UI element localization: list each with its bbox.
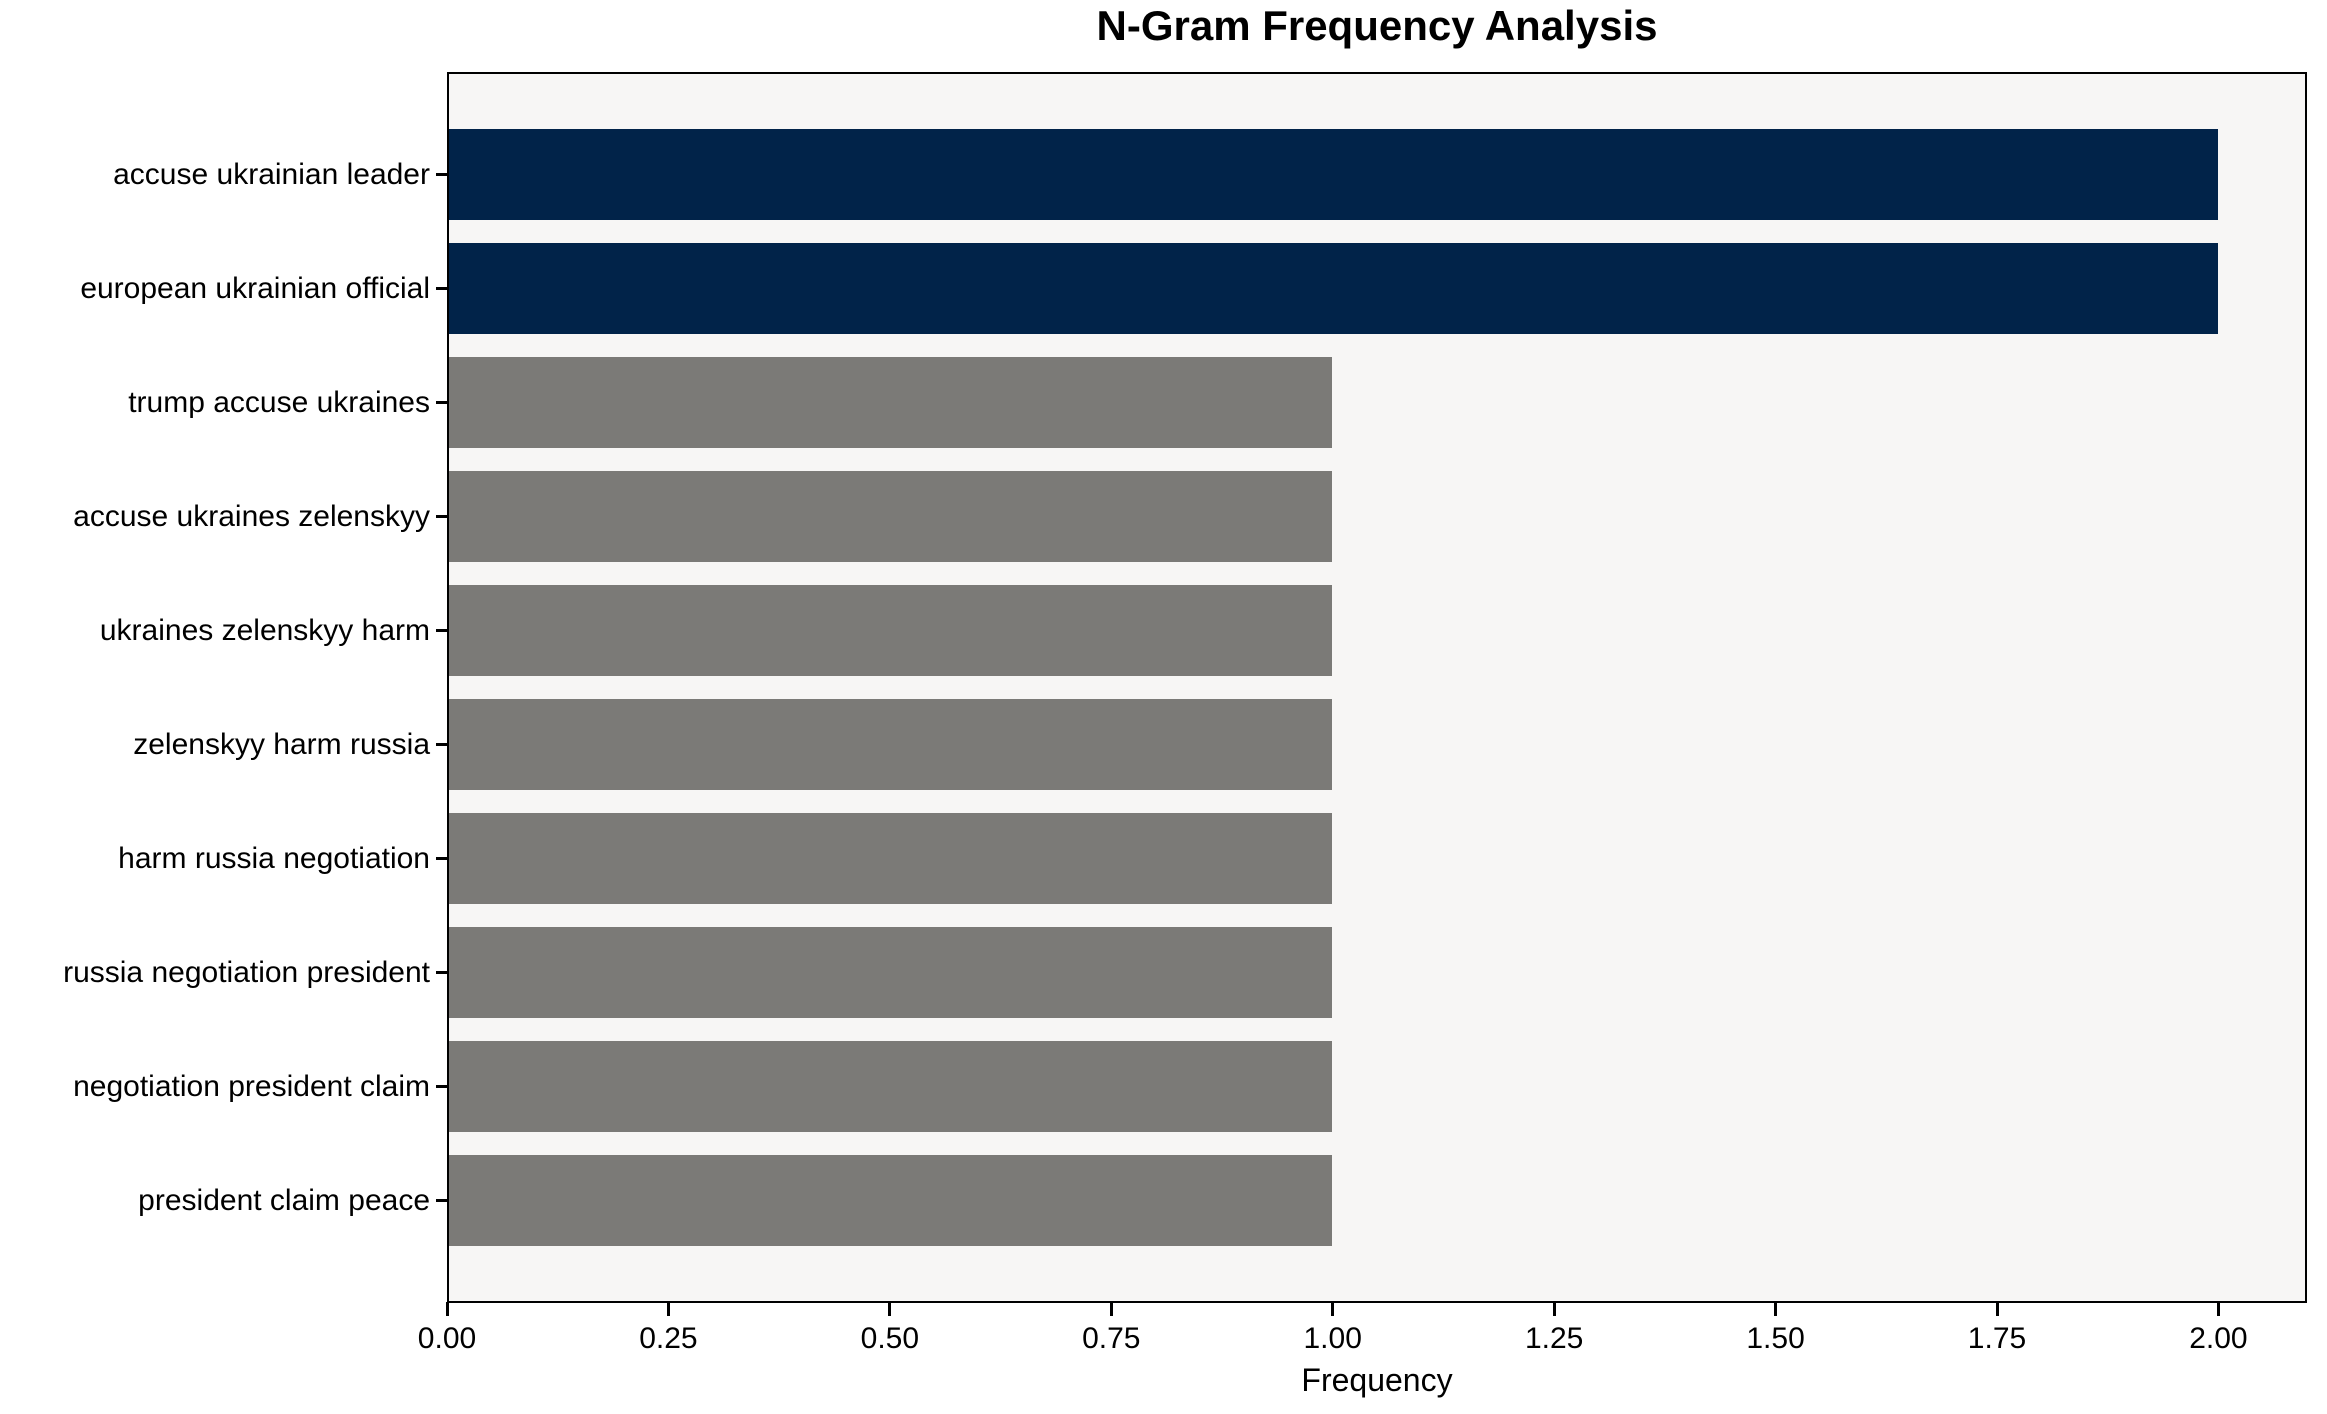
x-tick-mark <box>2216 1302 2220 1316</box>
y-tick-mark <box>436 1199 448 1202</box>
bar <box>449 926 1333 1018</box>
x-tick-label: 0.50 <box>860 1322 920 1355</box>
bar <box>449 356 1333 448</box>
bar <box>449 470 1333 562</box>
bar <box>449 1154 1333 1246</box>
x-tick-mark <box>666 1302 670 1316</box>
y-tick-mark <box>436 173 448 176</box>
y-tick-mark <box>436 515 448 518</box>
bar <box>449 812 1333 904</box>
x-tick-label: 1.75 <box>1967 1322 2027 1355</box>
y-tick-label: zelenskyy harm russia <box>133 727 430 761</box>
bar <box>449 698 1333 790</box>
bar <box>449 584 1333 676</box>
y-tick-mark <box>436 287 448 290</box>
y-tick-label: trump accuse ukraines <box>128 385 430 419</box>
y-tick-mark <box>436 1085 448 1088</box>
x-tick-label: 1.00 <box>1303 1322 1362 1355</box>
y-tick-label: accuse ukrainian leader <box>113 157 430 191</box>
x-tick-mark <box>1331 1302 1335 1316</box>
x-tick-label: 0.75 <box>1082 1322 1141 1355</box>
bar <box>449 1040 1333 1132</box>
x-tick-mark <box>1552 1302 1556 1316</box>
bar <box>449 242 2218 334</box>
x-tick-label: 0.00 <box>417 1322 477 1355</box>
x-tick-label: 2.00 <box>2189 1322 2248 1355</box>
x-tick-mark <box>1995 1302 1999 1316</box>
y-tick-label: negotiation president claim <box>73 1069 430 1103</box>
y-tick-mark <box>436 971 448 974</box>
y-tick-label: president claim peace <box>138 1183 430 1217</box>
x-tick-label: 1.25 <box>1524 1322 1584 1355</box>
y-tick-label: harm russia negotiation <box>118 841 430 875</box>
y-tick-mark <box>436 401 448 404</box>
x-tick-mark <box>445 1302 449 1316</box>
plot-area <box>447 72 2307 1303</box>
y-tick-mark <box>436 743 448 746</box>
x-tick-mark <box>888 1302 892 1316</box>
y-tick-label: accuse ukraines zelenskyy <box>73 499 430 533</box>
y-tick-mark <box>436 629 448 632</box>
x-tick-label: 1.50 <box>1746 1322 1805 1355</box>
chart-title: N-Gram Frequency Analysis <box>1096 2 1658 49</box>
y-tick-mark <box>436 857 448 860</box>
y-tick-label: ukraines zelenskyy harm <box>99 613 430 647</box>
x-tick-label: 0.25 <box>639 1322 698 1355</box>
x-tick-mark <box>1109 1302 1113 1316</box>
y-tick-label: russia negotiation president <box>63 955 430 989</box>
x-axis-label: Frequency <box>1301 1362 1453 1398</box>
x-tick-mark <box>1774 1302 1778 1316</box>
y-tick-label: european ukrainian official <box>80 271 430 305</box>
bar <box>449 128 2218 220</box>
